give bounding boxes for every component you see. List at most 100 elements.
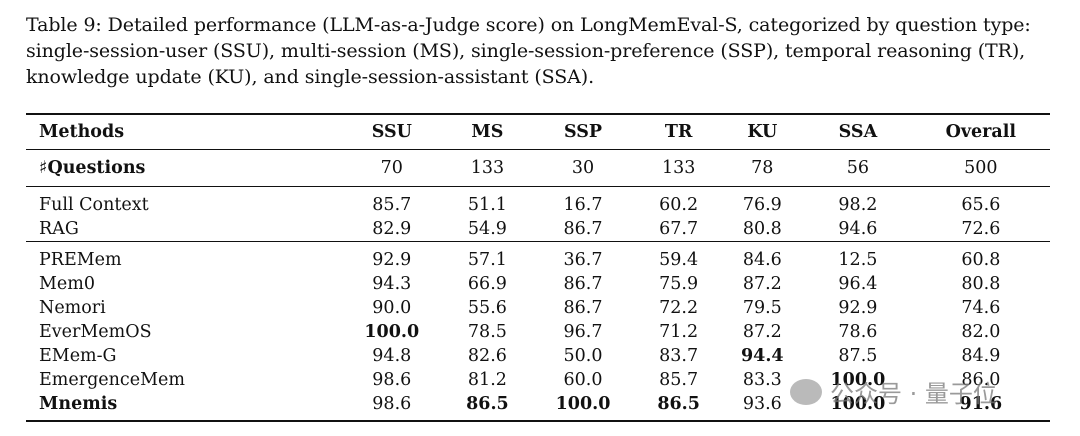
table-cell: 80.8: [742, 219, 782, 239]
table-cell: 59.4: [636, 241, 721, 272]
table-cell: 72.2: [659, 298, 699, 318]
header-ssa: SSA: [804, 113, 912, 150]
header-ssp: SSP: [529, 113, 637, 150]
table-cell: 80.8: [961, 274, 1001, 294]
table-cell: 87.5: [838, 346, 878, 366]
table-cell: 60.2: [659, 195, 699, 215]
results-table: Methods SSU MS SSP TR KU SSA Overall ♯Qu…: [26, 113, 1050, 422]
table-cell: 96.4: [838, 274, 878, 294]
header-ms: MS: [445, 113, 530, 150]
table-cell: 100.0: [830, 370, 886, 390]
table-cell: 84.9: [961, 346, 1001, 366]
table-cell: 94.4: [740, 346, 784, 366]
table-row: Mnemis 98.6 86.5 100.0 86.5 93.6 100.0 91.6: [26, 392, 1050, 422]
header-overall: Overall: [911, 113, 1050, 150]
watermark: 公众号 · 量子位: [790, 374, 997, 409]
table-cell: 86.5: [636, 392, 721, 422]
table-cell: 87.2: [742, 322, 782, 342]
table-cell: 85.7: [372, 195, 412, 215]
table-cell: 82.6: [467, 346, 507, 366]
method-name: EverMemOS: [39, 322, 152, 342]
table-cell: 74.6: [961, 298, 1001, 318]
table-cell: 65.6: [961, 195, 1001, 215]
table-cell: 82.9: [372, 219, 412, 239]
table-cell: 100.0: [529, 392, 637, 422]
table-cell: 84.6: [720, 241, 805, 272]
table-cell: 16.7: [563, 195, 603, 215]
table-cell: 93.6: [720, 392, 805, 422]
table-cell: 82.0: [961, 322, 1001, 342]
table-cell: 79.5: [742, 298, 782, 318]
table-row: EMem-G 94.8 82.6 50.0 83.7 94.4 87.5 84.9: [26, 344, 1050, 368]
table-cell: 55.6: [467, 298, 507, 318]
wechat-logo-icon: [790, 378, 822, 405]
table-cell: 36.7: [529, 241, 637, 272]
table-row: EverMemOS 100.0 78.5 96.7 71.2 87.2 78.6 82.0: [26, 320, 1050, 344]
table-cell: 100.0: [364, 322, 420, 342]
table-cell: 83.7: [659, 346, 699, 366]
table-cell: 86.7: [563, 219, 603, 239]
table-cell: 86.7: [563, 274, 603, 294]
table-row: Nemori 90.0 55.6 86.7 72.2 79.5 92.9 74.6: [26, 296, 1050, 320]
questions-label: ♯Questions: [26, 149, 338, 187]
table-row: Full Context 85.7 51.1 16.7 60.2 76.9 98.2 65.6: [26, 187, 1050, 218]
method-name: EMem-G: [39, 346, 117, 366]
table-cell: 78: [720, 149, 805, 187]
table-cell: 78.6: [838, 322, 878, 342]
table-cell: 78.5: [467, 322, 507, 342]
method-name: Mem0: [39, 274, 96, 294]
watermark-text: 公众号 · 量子位: [830, 380, 997, 408]
table-cell: 75.9: [659, 274, 699, 294]
table-cell: 60.8: [911, 241, 1050, 272]
table-cell: 86.7: [563, 298, 603, 318]
table-cell: 56: [804, 149, 912, 187]
table-cell: 86.5: [445, 392, 530, 422]
table-cell: 133: [636, 149, 721, 187]
table-cell: 96.7: [563, 322, 603, 342]
table-cell: 81.2: [467, 370, 507, 390]
table-cell: 94.8: [372, 346, 412, 366]
table-cell: 85.7: [659, 370, 699, 390]
table-cell: 54.9: [467, 219, 507, 239]
table-cell: 83.3: [742, 370, 782, 390]
table-cell: 98.6: [338, 392, 446, 422]
table-cell: 86.0: [961, 370, 1001, 390]
header-tr: TR: [636, 113, 721, 150]
method-name: Nemori: [39, 298, 106, 318]
header-ku: KU: [720, 113, 805, 150]
table-cell: 30: [529, 149, 637, 187]
table-row: EmergenceMem 98.6 81.2 60.0 85.7 83.3 100.0 86.…: [26, 368, 1050, 392]
table-cell: 50.0: [563, 346, 603, 366]
table-cell: 57.1: [445, 241, 530, 272]
header-ssu: SSU: [338, 113, 446, 150]
method-name: RAG: [39, 219, 79, 239]
table-cell: 500: [911, 149, 1050, 187]
table-cell: 87.2: [742, 274, 782, 294]
table-cell: 133: [445, 149, 530, 187]
table-cell: 70: [338, 149, 446, 187]
header-row: Methods SSU MS SSP TR KU SSA Overall: [26, 113, 1050, 150]
table-cell: 60.0: [563, 370, 603, 390]
table-cell: 90.0: [372, 298, 412, 318]
table-cell: 72.6: [961, 219, 1001, 239]
table-row: PREMem 92.9 57.1 36.7 59.4 84.6 12.5 60.8: [26, 241, 1050, 272]
table-cell: 91.6: [911, 392, 1050, 422]
table-row: Mem0 94.3 66.9 86.7 75.9 87.2 96.4 80.8: [26, 272, 1050, 296]
table-cell: 66.9: [467, 274, 507, 294]
table-caption: Table 9: Detailed performance (LLM-as-a-…: [26, 14, 1031, 88]
method-name: Mnemis: [26, 392, 338, 422]
table-cell: 94.3: [372, 274, 412, 294]
table-cell: 92.9: [838, 298, 878, 318]
table-row: RAG 82.9 54.9 86.7 67.7 80.8 94.6 72.6: [26, 217, 1050, 242]
method-name: Full Context: [39, 195, 149, 215]
table-cell: 12.5: [804, 241, 912, 272]
table-cell: 92.9: [338, 241, 446, 272]
table-cell: 76.9: [742, 195, 782, 215]
questions-row: ♯Questions 70 133 30 133 78 56 500: [26, 149, 1050, 187]
method-name: PREMem: [26, 241, 338, 272]
table-cell: 98.2: [838, 195, 878, 215]
method-name: EmergenceMem: [39, 370, 185, 390]
table-cell: 98.6: [372, 370, 412, 390]
table-cell: 67.7: [659, 219, 699, 239]
table-cell: 100.0: [804, 392, 912, 422]
